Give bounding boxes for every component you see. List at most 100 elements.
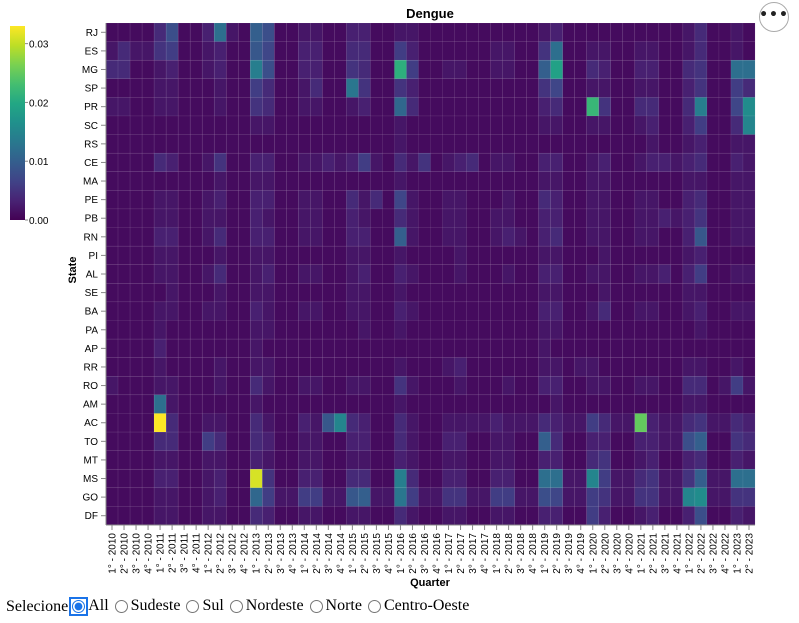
heatmap-cell <box>105 431 119 451</box>
x-tick-label: 4° - 2017 <box>480 533 491 574</box>
heatmap-cell <box>454 264 467 284</box>
heatmap-cell <box>718 487 732 507</box>
heatmap-cell <box>201 468 215 489</box>
heatmap-cell <box>201 320 215 340</box>
region-radio[interactable] <box>229 599 243 613</box>
heatmap-cell <box>622 450 636 470</box>
heatmap-cell <box>189 506 203 526</box>
filter-option-nordeste[interactable]: Nordeste <box>226 597 304 615</box>
heatmap-cell <box>177 468 191 489</box>
heatmap-cell <box>382 357 395 377</box>
heatmap-cell <box>730 338 744 358</box>
heatmap-cell <box>454 97 467 117</box>
heatmap-cell <box>574 264 588 284</box>
heatmap-cell <box>622 97 636 117</box>
heatmap-cell <box>502 468 515 489</box>
x-tick-label: 4° - 2010 <box>144 533 155 574</box>
heatmap-cell <box>249 97 263 117</box>
heatmap-cell <box>310 208 323 228</box>
heatmap-cell <box>742 301 756 321</box>
filter-option-centro-oeste[interactable]: Centro-Oeste <box>364 597 469 615</box>
heatmap-cell <box>298 338 311 358</box>
heatmap-cell <box>298 97 311 117</box>
heatmap-cell <box>634 41 648 61</box>
heatmap-cell <box>346 245 359 265</box>
heatmap-cell <box>261 506 275 526</box>
heatmap-cell <box>249 245 263 265</box>
heatmap-cell <box>310 41 323 61</box>
actions-menu-button[interactable]: ••• <box>759 2 789 32</box>
heatmap-cell <box>237 190 251 210</box>
heatmap-cell <box>610 59 624 80</box>
region-radio[interactable] <box>114 599 128 613</box>
heatmap-cell <box>610 264 624 284</box>
heatmap-cell <box>502 59 515 80</box>
heatmap-cell <box>201 376 215 396</box>
heatmap-cell <box>237 487 251 507</box>
heatmap-cell <box>382 376 395 396</box>
heatmap-cell <box>418 41 431 61</box>
heatmap-cell <box>406 394 419 414</box>
heatmap-cell <box>105 506 119 526</box>
heatmap-cell <box>358 394 371 414</box>
heatmap-cell <box>502 134 515 154</box>
heatmap-cell <box>442 283 455 303</box>
region-radio[interactable] <box>69 596 89 616</box>
heatmap-cell <box>249 41 263 61</box>
heatmap-cell <box>249 301 263 321</box>
heatmap-cell <box>322 190 335 210</box>
heatmap-cell <box>706 22 720 42</box>
y-tick-label: AP <box>85 344 99 355</box>
heatmap-cell <box>670 190 684 210</box>
heatmap-cell <box>237 22 251 42</box>
heatmap-cell <box>370 190 383 210</box>
heatmap-cell <box>514 487 527 507</box>
filter-option-sul[interactable]: Sul <box>182 597 224 615</box>
heatmap-cell <box>286 264 299 284</box>
heatmap-cell <box>274 468 287 489</box>
heatmap-cell <box>382 338 395 358</box>
heatmap-cell <box>406 320 419 340</box>
heatmap-cell <box>382 301 395 321</box>
heatmap-cell <box>129 245 143 265</box>
heatmap-cell <box>586 245 600 265</box>
heatmap-cell <box>442 97 455 117</box>
heatmap-cell <box>514 506 527 526</box>
heatmap-cell <box>406 301 419 321</box>
y-tick-label: PR <box>84 102 98 113</box>
heatmap-cell <box>334 487 347 507</box>
region-radio[interactable] <box>186 599 200 613</box>
y-tick-label: SE <box>85 288 99 299</box>
filter-option-norte[interactable]: Norte <box>306 597 362 615</box>
heatmap-cell <box>526 487 539 507</box>
heatmap-cell <box>442 413 455 433</box>
heatmap-cell <box>454 78 467 98</box>
heatmap-cell <box>189 227 203 247</box>
heatmap-cell <box>117 338 131 358</box>
heatmap-cell <box>261 59 275 80</box>
region-radio[interactable] <box>367 599 381 613</box>
filter-option-sudeste[interactable]: Sudeste <box>111 597 180 615</box>
filter-option-all[interactable]: All <box>68 596 109 616</box>
region-radio[interactable] <box>309 599 323 613</box>
heatmap-cell <box>526 264 539 284</box>
heatmap-cell <box>490 152 503 173</box>
heatmap-cell <box>358 357 371 377</box>
heatmap-cell <box>742 115 756 135</box>
heatmap-cell <box>286 506 299 526</box>
heatmap-cell <box>526 134 539 154</box>
heatmap-cell <box>298 171 311 191</box>
heatmap-cell <box>322 115 335 135</box>
heatmap-cell <box>550 283 564 303</box>
heatmap-cell <box>201 413 215 433</box>
heatmap-cell <box>610 152 624 173</box>
x-tick-label: 1° - 2020 <box>588 533 599 574</box>
heatmap-cell <box>598 115 612 135</box>
heatmap-cell <box>574 487 588 507</box>
heatmap-cell <box>478 59 491 80</box>
heatmap-cell <box>442 208 455 228</box>
heatmap-cell <box>586 338 600 358</box>
heatmap-cell <box>598 22 612 42</box>
heatmap-cell <box>682 301 696 321</box>
heatmap-cell <box>201 227 215 247</box>
